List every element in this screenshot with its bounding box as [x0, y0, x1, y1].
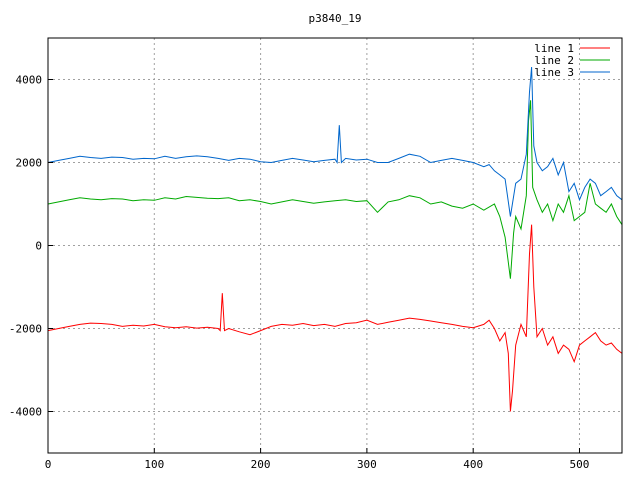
grid-lines [48, 38, 622, 453]
series-line-2 [47, 100, 623, 279]
x-tick-label: 100 [144, 458, 164, 471]
axis-ticks: 0 100 200 300 400 500 -4000 -2000 0 2000 4000 [9, 74, 590, 472]
x-tick-label: 400 [463, 458, 483, 471]
series-line-1 [47, 224, 623, 412]
x-tick-label: 300 [357, 458, 377, 471]
y-tick-label: -2000 [9, 323, 42, 336]
x-tick-label: 0 [45, 458, 52, 471]
legend-label: line 3 [534, 66, 574, 79]
y-tick-label: 2000 [16, 157, 43, 170]
y-tick-label: -4000 [9, 406, 42, 419]
x-tick-label: 200 [251, 458, 271, 471]
chart-title: p3840_19 [309, 12, 362, 25]
legend-label: line 1 [534, 42, 574, 55]
y-tick-label: 0 [35, 240, 42, 253]
legend-label: line 2 [534, 54, 574, 67]
y-tick-label: 4000 [16, 74, 43, 87]
x-tick-label: 500 [570, 458, 590, 471]
series-layer [47, 66, 623, 412]
series-line-3 [47, 66, 623, 217]
